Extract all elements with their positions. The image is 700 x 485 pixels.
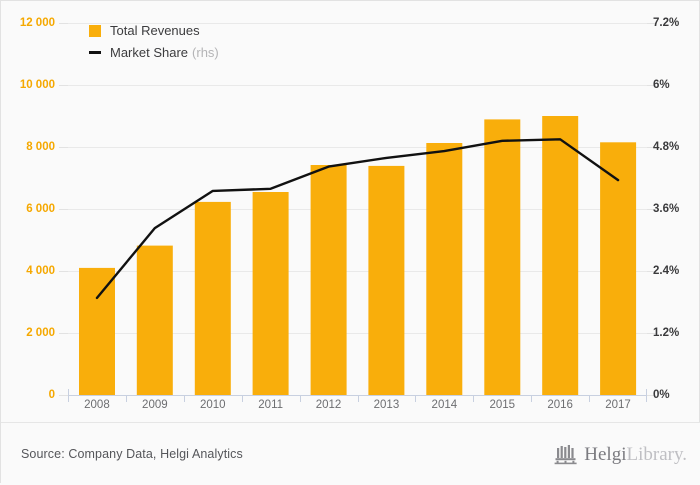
left-axis-tick-label: 0 [48, 389, 55, 401]
brand-helgi: Helgi [584, 443, 627, 465]
source-note: Source: Company Data, Helgi Analytics [21, 447, 243, 461]
library-building-icon [554, 445, 577, 465]
bar-2015[interactable] [484, 119, 521, 396]
x-axis-tick-label-2012: 2012 [315, 399, 342, 411]
x-axis-tick-label-2016: 2016 [547, 399, 573, 411]
right-axis-tick-label: 2.4% [653, 265, 680, 277]
x-axis-tick-label-2017: 2017 [605, 399, 631, 411]
bar-2016[interactable] [542, 116, 579, 395]
right-axis-tick-label: 3.6% [653, 203, 680, 215]
x-axis-tick-label-2015: 2015 [489, 399, 516, 411]
left-axis-tick-label: 6 000 [26, 203, 55, 215]
legend-item-market-share[interactable]: Market Share (rhs) [89, 43, 219, 62]
left-axis-tick-label: 10 000 [19, 79, 55, 91]
legend-sublabel-rhs: (rhs) [192, 45, 219, 60]
right-axis-tick-label: 6% [653, 79, 670, 91]
left-axis-tick-label: 12 000 [19, 17, 55, 29]
left-axis-tick-label: 4 000 [26, 265, 55, 277]
bar-2014[interactable] [426, 143, 463, 395]
x-axis-tick-label-2014: 2014 [431, 399, 458, 411]
x-axis-tick-label-2009: 2009 [142, 399, 168, 411]
chart-footer: Source: Company Data, Helgi Analytics He… [1, 422, 700, 485]
bar-2010[interactable] [194, 201, 231, 395]
right-axis-tick-label: 4.8% [653, 141, 680, 153]
line-series [95, 138, 620, 300]
left-axis-tick-label: 2 000 [26, 327, 55, 339]
chart-legend: Total Revenues Market Share (rhs) [89, 21, 219, 65]
brand-library: Library [626, 443, 683, 465]
axis-lines [68, 389, 647, 402]
bar-2009[interactable] [136, 245, 173, 395]
bar-2017[interactable] [600, 142, 637, 395]
brand-wordmark: HelgiLibrary. [584, 445, 687, 464]
left-axis-tick-label: 8 000 [26, 141, 55, 153]
axis-tick-marks [59, 23, 656, 402]
x-axis-tick-label-2013: 2013 [373, 399, 400, 411]
x-axis-tick-label-2011: 2011 [258, 399, 284, 411]
chart-svg [59, 23, 656, 402]
legend-item-total-revenues[interactable]: Total Revenues [89, 21, 219, 40]
bar-2012[interactable] [310, 165, 347, 395]
legend-label-total-revenues: Total Revenues [110, 23, 200, 38]
helgi-library-logo[interactable]: HelgiLibrary. [554, 443, 687, 465]
market-share-line[interactable] [95, 138, 620, 300]
x-axis-tick-label-2010: 2010 [199, 399, 226, 411]
right-axis-tick-label: 1.2% [653, 327, 680, 339]
chart-plot-area: 0 2 000 4 000 6 000 8 000 10 000 12 000 0% 1.2%… [1, 1, 700, 421]
right-axis-tick-label: 7.2% [653, 17, 680, 29]
bar-2011[interactable] [252, 192, 289, 395]
brand-dot: . [682, 443, 687, 465]
bar-series [79, 116, 637, 396]
legend-label-market-share: Market Share [110, 45, 189, 60]
bar-2013[interactable] [368, 165, 405, 395]
x-axis-tick-label-2008: 2008 [84, 399, 110, 411]
right-axis-tick-label: 0% [653, 389, 670, 401]
bar-2008[interactable] [79, 267, 115, 395]
line-swatch-icon [89, 51, 101, 54]
bar-swatch-icon [89, 24, 101, 37]
